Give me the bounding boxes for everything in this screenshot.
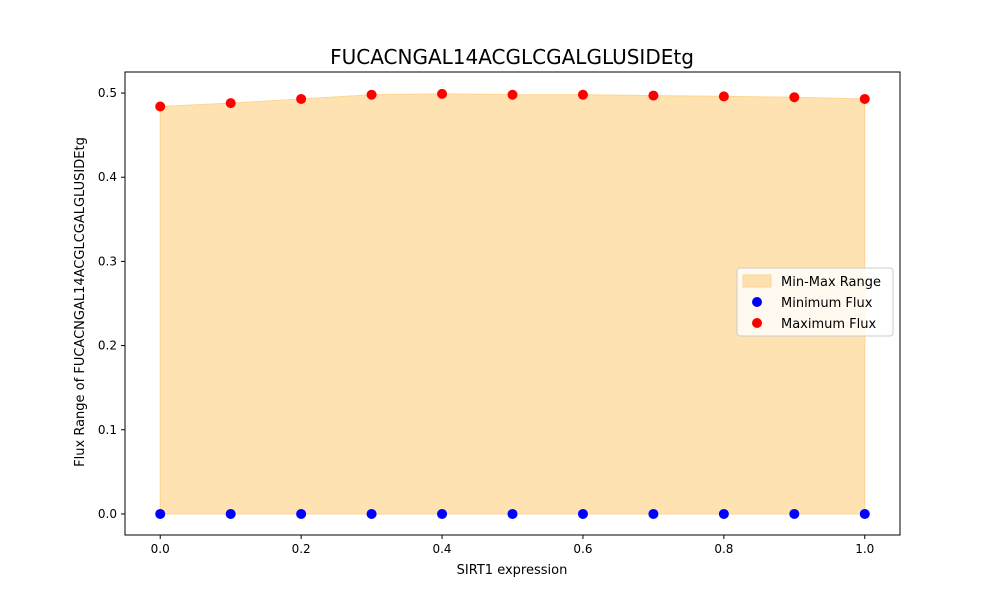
x-tick-label: 0.0 xyxy=(151,542,170,556)
max-flux-point xyxy=(366,89,377,100)
y-tick-label: 0.4 xyxy=(98,170,117,184)
legend-label-max: Maximum Flux xyxy=(781,317,877,332)
max-flux-point xyxy=(859,93,870,104)
max-flux-point xyxy=(437,88,448,99)
max-flux-point xyxy=(507,89,518,100)
y-tick-label: 0.5 xyxy=(98,86,117,100)
legend: Min-Max Range Minimum Flux Maximum Flux xyxy=(736,267,894,337)
min-flux-point xyxy=(507,508,518,519)
y-axis-label: Flux Range of FUCACNGAL14ACGLCGALGLUSIDE… xyxy=(73,137,88,467)
x-tick-label: 0.2 xyxy=(292,542,311,556)
min-flux-point xyxy=(225,508,236,519)
max-flux-point xyxy=(155,101,166,112)
min-flux-point xyxy=(577,508,588,519)
chart-title: FUCACNGAL14ACGLCGALGLUSIDEtg xyxy=(330,45,694,69)
x-tick-label: 1.0 xyxy=(855,542,874,556)
legend-marker-min xyxy=(752,297,762,307)
max-flux-point xyxy=(648,90,659,101)
y-tick-label: 0.2 xyxy=(98,339,117,353)
min-flux-point xyxy=(648,508,659,519)
legend-label-min: Minimum Flux xyxy=(781,296,873,311)
max-flux-point xyxy=(718,91,729,102)
axes-frame xyxy=(124,71,901,536)
y-tick-label: 0.3 xyxy=(98,254,117,268)
min-flux-point xyxy=(718,508,729,519)
y-tick-label: 0.1 xyxy=(98,423,117,437)
max-flux-point xyxy=(577,89,588,100)
plot-area: 0.0 0.2 0.4 0.6 0.8 1.0 0.0 0.1 0.2 0.3 0.4 0.5 xyxy=(98,71,901,556)
min-flux-point xyxy=(296,508,307,519)
max-flux-point xyxy=(296,93,307,104)
min-flux-point xyxy=(859,508,870,519)
min-flux-point xyxy=(437,508,448,519)
legend-marker-max xyxy=(752,318,762,328)
legend-swatch-range xyxy=(742,274,772,288)
max-flux-point xyxy=(789,92,800,103)
min-flux-point xyxy=(789,508,800,519)
x-axis-label: SIRT1 expression xyxy=(457,563,568,578)
legend-label-range: Min-Max Range xyxy=(781,275,881,290)
max-flux-point xyxy=(225,98,236,109)
min-flux-point xyxy=(155,508,166,519)
legend-box xyxy=(736,267,894,337)
min-flux-point xyxy=(366,508,377,519)
y-tick-label: 0.0 xyxy=(98,507,117,521)
x-tick-label: 0.8 xyxy=(714,542,733,556)
x-tick-label: 0.4 xyxy=(432,542,451,556)
x-tick-label: 0.6 xyxy=(573,542,592,556)
